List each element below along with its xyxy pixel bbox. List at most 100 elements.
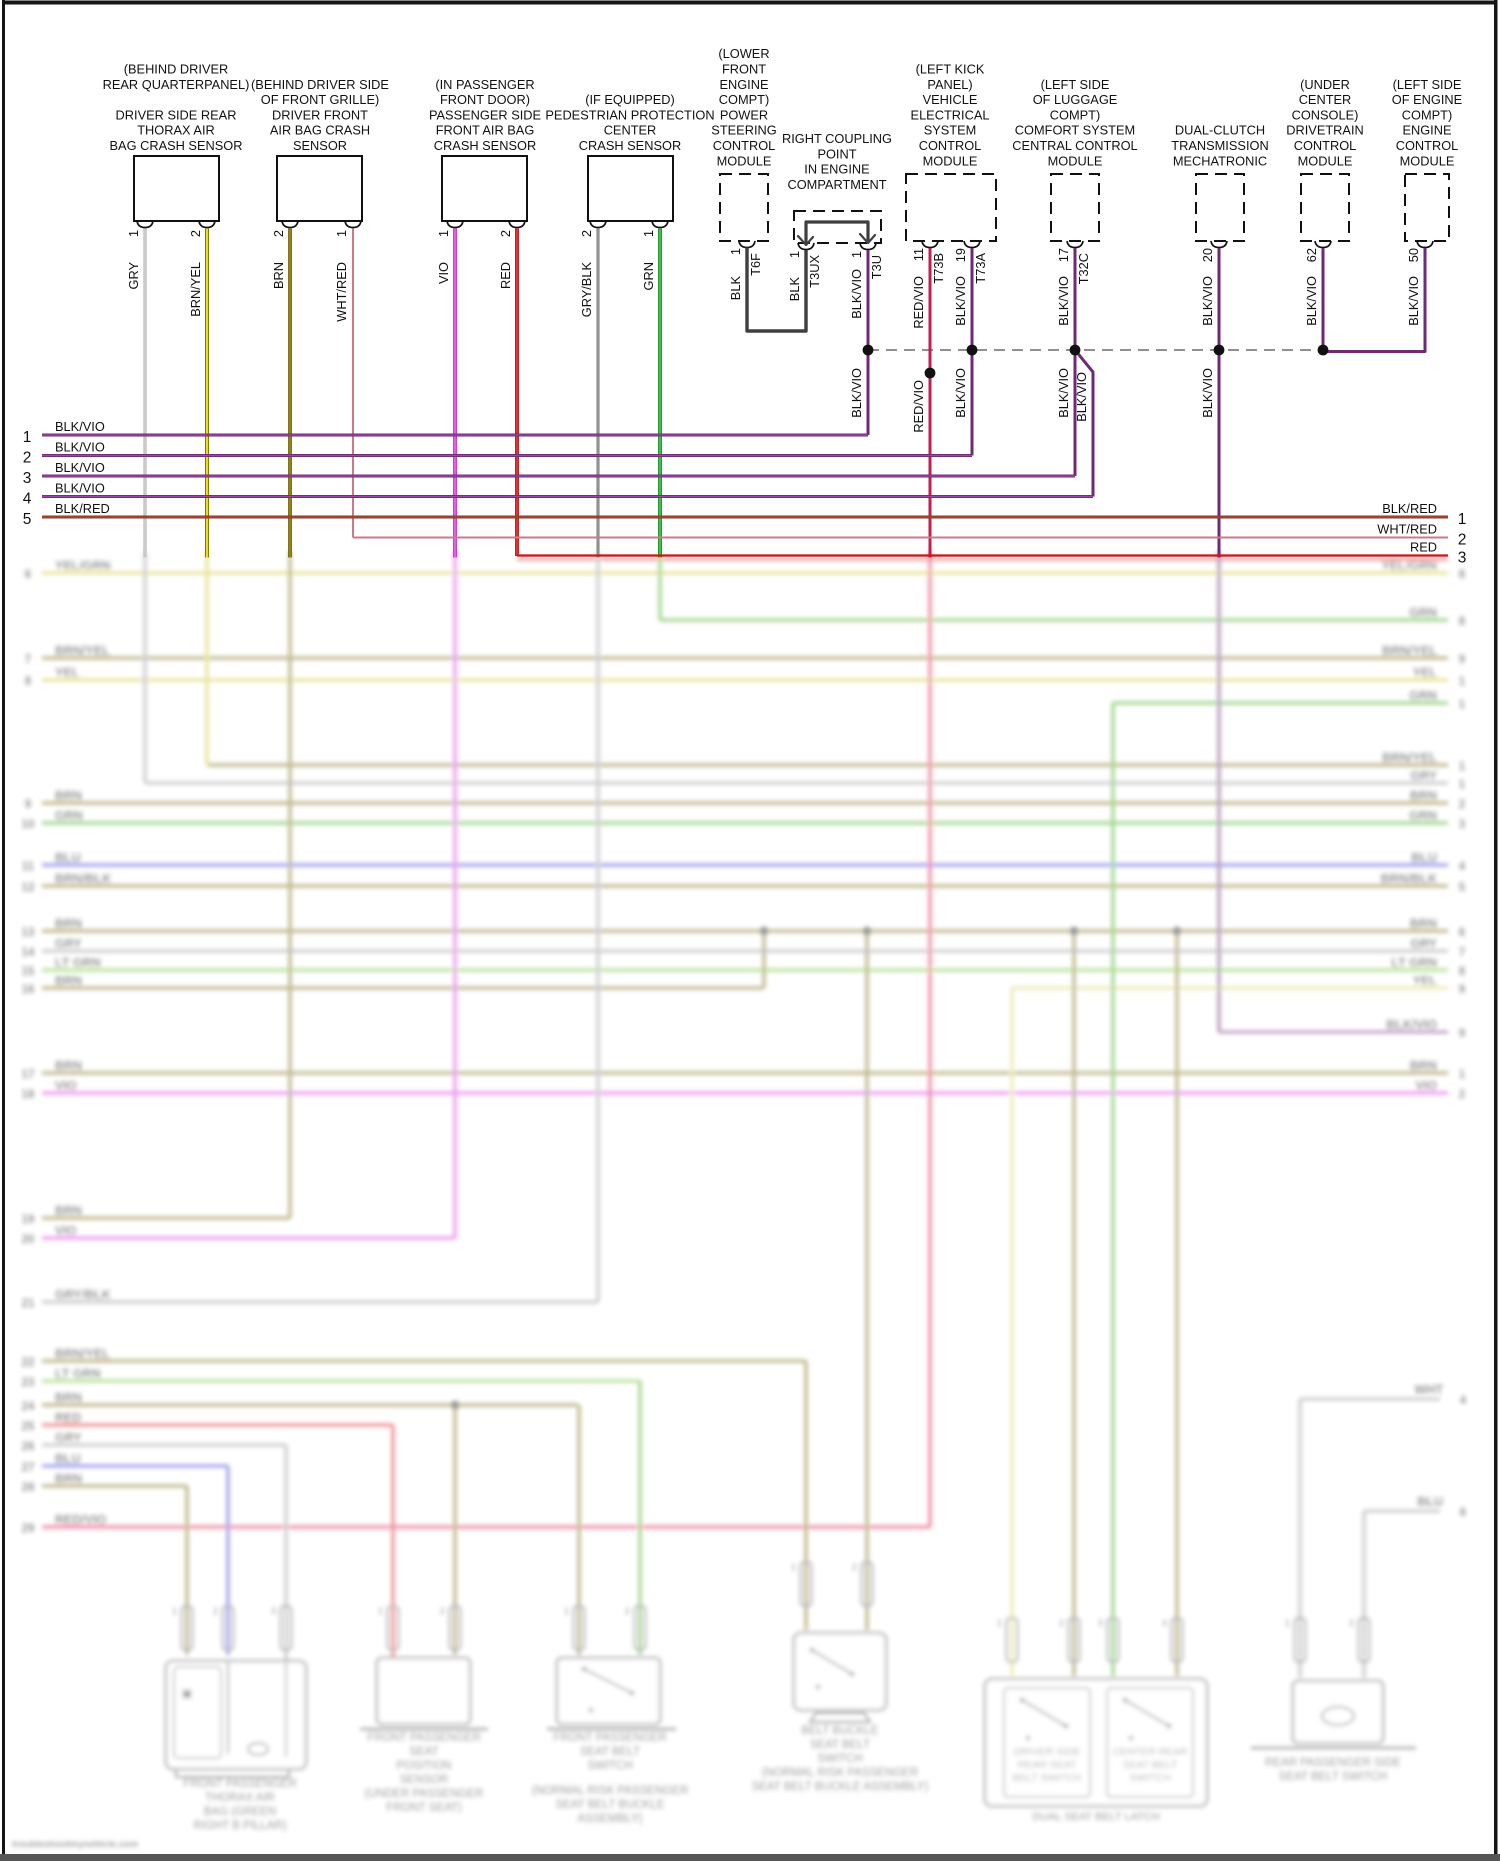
svg-text:COMPT): COMPT) <box>719 92 769 107</box>
svg-text:2: 2 <box>1059 1618 1064 1628</box>
svg-text:BLK/VIO: BLK/VIO <box>1200 276 1215 326</box>
svg-text:DRIVER SIDE REAR: DRIVER SIDE REAR <box>116 107 237 122</box>
svg-text:SWITCH: SWITCH <box>817 1753 862 1765</box>
svg-text:STEERING: STEERING <box>711 123 776 138</box>
svg-text:20: 20 <box>1200 248 1215 262</box>
svg-text:3: 3 <box>1458 550 1467 567</box>
svg-text:BRN/YEL: BRN/YEL <box>1382 751 1437 765</box>
svg-text:BLU: BLU <box>55 1452 81 1466</box>
svg-text:20: 20 <box>22 1234 35 1246</box>
svg-text:YEL: YEL <box>1413 666 1438 680</box>
svg-text:VIO: VIO <box>436 262 451 284</box>
svg-text:50: 50 <box>1406 248 1421 262</box>
svg-text:17: 17 <box>1056 248 1071 262</box>
svg-text:SENSOR: SENSOR <box>400 1774 449 1786</box>
svg-text:1: 1 <box>1458 511 1467 528</box>
svg-text:COMPT): COMPT) <box>1402 107 1452 122</box>
svg-text:RED: RED <box>1410 540 1437 555</box>
svg-text:T73A: T73A <box>973 253 988 284</box>
svg-text:1: 1 <box>728 248 743 255</box>
svg-text:27: 27 <box>22 1462 35 1474</box>
svg-text:2: 2 <box>1459 799 1465 811</box>
svg-text:2: 2 <box>271 230 286 237</box>
svg-text:FRONT PASSENGER: FRONT PASSENGER <box>367 1732 480 1744</box>
svg-text:BLU: BLU <box>55 851 81 865</box>
svg-text:GRN: GRN <box>641 262 656 290</box>
svg-text:9: 9 <box>1459 984 1465 996</box>
svg-text:SYSTEM: SYSTEM <box>924 123 977 138</box>
svg-text:1: 1 <box>1459 699 1466 711</box>
svg-text:BRN/BLK: BRN/BLK <box>55 872 111 886</box>
svg-text:BLK/VIO: BLK/VIO <box>1056 368 1071 418</box>
svg-text:2: 2 <box>1349 1618 1354 1628</box>
svg-text:RED/VIO: RED/VIO <box>55 1513 107 1527</box>
svg-text:MODULE: MODULE <box>717 153 772 168</box>
svg-text:BLK/VIO: BLK/VIO <box>849 269 864 319</box>
svg-text:2: 2 <box>440 1606 445 1616</box>
svg-text:62: 62 <box>1304 248 1319 262</box>
svg-text:RED/VIO: RED/VIO <box>911 276 926 329</box>
svg-text:BRN/YEL: BRN/YEL <box>55 1347 110 1361</box>
svg-text:BRN: BRN <box>1410 789 1437 803</box>
svg-text:SEAT BELT: SEAT BELT <box>810 1739 870 1751</box>
svg-text:CONTROL: CONTROL <box>1294 138 1357 153</box>
svg-text:16: 16 <box>22 984 35 996</box>
svg-text:YEL/GRN: YEL/GRN <box>1381 559 1437 573</box>
svg-text:FRONT: FRONT <box>722 62 766 77</box>
svg-text:23: 23 <box>22 1377 35 1389</box>
svg-text:BELT SWITCH: BELT SWITCH <box>1012 1772 1082 1784</box>
svg-text:GRY: GRY <box>126 262 141 290</box>
svg-text:3: 3 <box>271 1606 276 1616</box>
svg-text:BLK/VIO: BLK/VIO <box>953 276 968 326</box>
svg-text:3: 3 <box>1459 819 1465 831</box>
svg-text:FRONT PASSENGER: FRONT PASSENGER <box>553 1732 666 1744</box>
svg-text:MECHATRONIC: MECHATRONIC <box>1173 153 1267 168</box>
svg-text:SEAT BELT SWITCH: SEAT BELT SWITCH <box>1279 1771 1387 1783</box>
svg-text:5: 5 <box>23 511 32 528</box>
svg-text:4: 4 <box>23 491 32 508</box>
svg-text:DRIVER FRONT: DRIVER FRONT <box>272 107 368 122</box>
svg-text:COMPT): COMPT) <box>1050 107 1100 122</box>
svg-text:SWITCH: SWITCH <box>1129 1772 1170 1784</box>
svg-text:BRN: BRN <box>55 917 82 931</box>
svg-text:BLK/VIO: BLK/VIO <box>1074 372 1089 422</box>
svg-text:BRN: BRN <box>271 262 286 289</box>
svg-text:T6F: T6F <box>748 253 763 276</box>
svg-text:BLK/VIO: BLK/VIO <box>55 440 105 455</box>
svg-text:BRN: BRN <box>1410 917 1437 931</box>
svg-text:1: 1 <box>126 230 141 237</box>
svg-text:BRN/BLK: BRN/BLK <box>1381 872 1437 886</box>
svg-text:25: 25 <box>22 1421 35 1433</box>
svg-text:BRN: BRN <box>55 1472 82 1486</box>
svg-text:1: 1 <box>641 230 656 237</box>
svg-text:7: 7 <box>25 654 31 666</box>
svg-text:1: 1 <box>787 251 802 258</box>
svg-text:GRY: GRY <box>1410 769 1437 783</box>
svg-text:DRIVER SIDE: DRIVER SIDE <box>1013 1746 1080 1758</box>
svg-text:CONTROL: CONTROL <box>1396 138 1459 153</box>
svg-text:BLK/RED: BLK/RED <box>55 501 110 516</box>
svg-text:1: 1 <box>334 230 349 237</box>
svg-text:LT GRN: LT GRN <box>55 956 101 970</box>
svg-text:14: 14 <box>22 947 35 959</box>
svg-text:7: 7 <box>1459 947 1465 959</box>
svg-text:SEAT: SEAT <box>409 1746 438 1758</box>
svg-text:OF FRONT GRILLE): OF FRONT GRILLE) <box>261 92 380 107</box>
svg-text:BRN/YEL: BRN/YEL <box>188 262 203 317</box>
svg-text:9: 9 <box>25 799 31 811</box>
svg-text:GRN: GRN <box>1409 689 1437 703</box>
svg-text:3: 3 <box>23 470 32 487</box>
svg-text:GRY: GRY <box>1410 937 1437 951</box>
svg-text:BLK/VIO: BLK/VIO <box>55 460 105 475</box>
svg-text:(UNDER: (UNDER <box>1300 77 1350 92</box>
svg-text:BLK: BLK <box>728 276 743 301</box>
svg-text:RED/VIO: RED/VIO <box>911 380 926 433</box>
svg-text:1: 1 <box>1459 779 1466 791</box>
svg-text:26: 26 <box>22 1441 35 1453</box>
svg-text:21: 21 <box>22 1298 35 1310</box>
svg-text:BRN: BRN <box>55 1059 82 1073</box>
svg-text:8: 8 <box>1459 616 1466 628</box>
svg-text:PANEL): PANEL) <box>927 77 972 92</box>
svg-text:LT GRN: LT GRN <box>55 1367 101 1381</box>
svg-text:SEAT BELT BUCKLE ASSEMBLY): SEAT BELT BUCKLE ASSEMBLY) <box>752 1781 929 1793</box>
